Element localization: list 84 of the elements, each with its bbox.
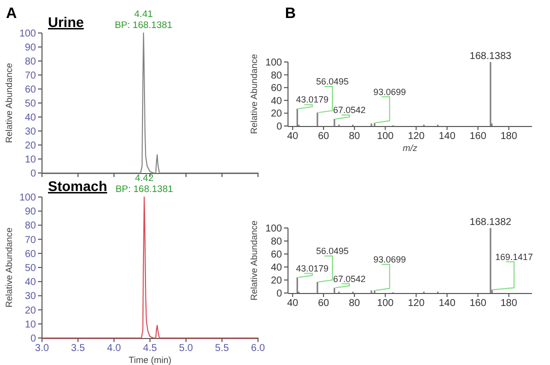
chart-title: Stomach bbox=[48, 178, 108, 194]
y-tick-label: 20 bbox=[24, 305, 36, 316]
y-tick-label: 80 bbox=[270, 70, 282, 82]
y-tick-label: 80 bbox=[270, 236, 282, 248]
chart-title: Urine bbox=[48, 14, 84, 30]
annotation: 4.42 bbox=[134, 173, 154, 184]
annotation: 56.0495 bbox=[316, 246, 349, 256]
x-tick-label: 5.5 bbox=[215, 343, 230, 354]
annotation: 169.1417 bbox=[495, 252, 533, 262]
annotation: 4.41 bbox=[134, 9, 153, 20]
y-tick-label: 80 bbox=[24, 220, 36, 232]
y-tick-label: 40 bbox=[24, 277, 36, 288]
x-tick-label: 4.0 bbox=[107, 343, 122, 354]
y-tick-label: 50 bbox=[24, 98, 36, 110]
annotation: 43.0179 bbox=[296, 94, 329, 105]
annotation: 56.0495 bbox=[316, 76, 349, 87]
y-tick-label: 0 bbox=[276, 122, 282, 132]
y-tick-label: 0 bbox=[30, 334, 36, 344]
line-series bbox=[42, 196, 258, 338]
text: B bbox=[285, 5, 296, 22]
y-tick-label: 60 bbox=[24, 248, 36, 260]
x-tick-label: 40 bbox=[287, 298, 299, 309]
y-tick-label: 40 bbox=[270, 96, 282, 107]
x-tick-label: 80 bbox=[348, 131, 360, 142]
y-tick-label: 100 bbox=[19, 192, 36, 204]
x-tick-label: 3.5 bbox=[71, 343, 86, 354]
y-tick-label: 20 bbox=[270, 108, 282, 120]
y-tick-label: 100 bbox=[19, 28, 36, 40]
annotation: 67.0542 bbox=[333, 274, 366, 284]
y-tick-label: 90 bbox=[24, 206, 36, 218]
line-series bbox=[42, 32, 258, 174]
y-tick-label: 20 bbox=[24, 140, 36, 152]
y-tick-label: 100 bbox=[265, 58, 282, 68]
x-axis-title: m/z bbox=[402, 143, 418, 153]
x-tick-label: 180 bbox=[500, 131, 518, 142]
y-tick-label: 90 bbox=[24, 42, 36, 54]
x-tick-label: 100 bbox=[376, 131, 394, 142]
x-tick-label: 120 bbox=[408, 131, 425, 142]
y-tick-label: 30 bbox=[24, 126, 36, 138]
y-tick-label: 80 bbox=[24, 56, 36, 68]
y-tick-label: 70 bbox=[24, 70, 36, 82]
x-tick-label: 180 bbox=[500, 298, 518, 309]
y-axis-title: Relative Abundance bbox=[249, 54, 259, 134]
annotation: 67.0542 bbox=[333, 104, 366, 115]
x-tick-label: 60 bbox=[318, 298, 330, 309]
x-tick-label: 60 bbox=[318, 131, 330, 142]
y-tick-label: 60 bbox=[270, 250, 282, 260]
annotation: 168.1383 bbox=[470, 51, 512, 62]
y-tick-label: 70 bbox=[24, 234, 36, 246]
annotation: 93.0699 bbox=[373, 254, 406, 264]
y-tick-label: 60 bbox=[270, 83, 282, 94]
x-axis-title: Time (min) bbox=[128, 355, 172, 365]
x-tick-label: 140 bbox=[438, 298, 456, 309]
annotation: 168.1382 bbox=[470, 217, 512, 228]
y-tick-label: 40 bbox=[24, 112, 36, 124]
x-tick-label: 40 bbox=[287, 131, 299, 142]
x-tick-label: 100 bbox=[376, 298, 394, 309]
x-tick-label: 120 bbox=[408, 298, 425, 309]
x-tick-label: 6.0 bbox=[251, 343, 266, 354]
annotation: 43.0179 bbox=[296, 263, 329, 274]
annotation: BP: 168.1381 bbox=[114, 20, 172, 31]
y-tick-label: 60 bbox=[24, 84, 36, 96]
x-tick-label: 140 bbox=[438, 131, 456, 142]
x-tick-label: 80 bbox=[348, 298, 360, 309]
x-tick-label: 160 bbox=[470, 131, 487, 142]
x-tick-label: 5.0 bbox=[179, 343, 194, 354]
y-tick-label: 10 bbox=[24, 319, 36, 330]
annotation: 93.0699 bbox=[373, 86, 406, 97]
x-tick-label: 160 bbox=[470, 298, 487, 309]
annotation: BP: 168.1381 bbox=[115, 184, 174, 195]
x-tick-label: 3.0 bbox=[35, 343, 50, 354]
text: A bbox=[6, 5, 17, 22]
y-tick-label: 50 bbox=[24, 263, 36, 274]
y-tick-label: 30 bbox=[24, 291, 36, 302]
y-tick-label: 0 bbox=[276, 288, 282, 300]
y-tick-label: 10 bbox=[24, 154, 36, 166]
y-axis-title: Relative Abundance bbox=[4, 227, 14, 308]
y-tick-label: 40 bbox=[270, 262, 282, 274]
y-axis-title: Relative Abundance bbox=[4, 62, 14, 144]
y-tick-label: 20 bbox=[270, 276, 282, 286]
y-axis-title: Relative Abundance bbox=[249, 220, 259, 301]
y-tick-label: 0 bbox=[30, 168, 36, 180]
y-tick-label: 100 bbox=[265, 224, 282, 234]
x-tick-label: 4.5 bbox=[143, 343, 158, 354]
